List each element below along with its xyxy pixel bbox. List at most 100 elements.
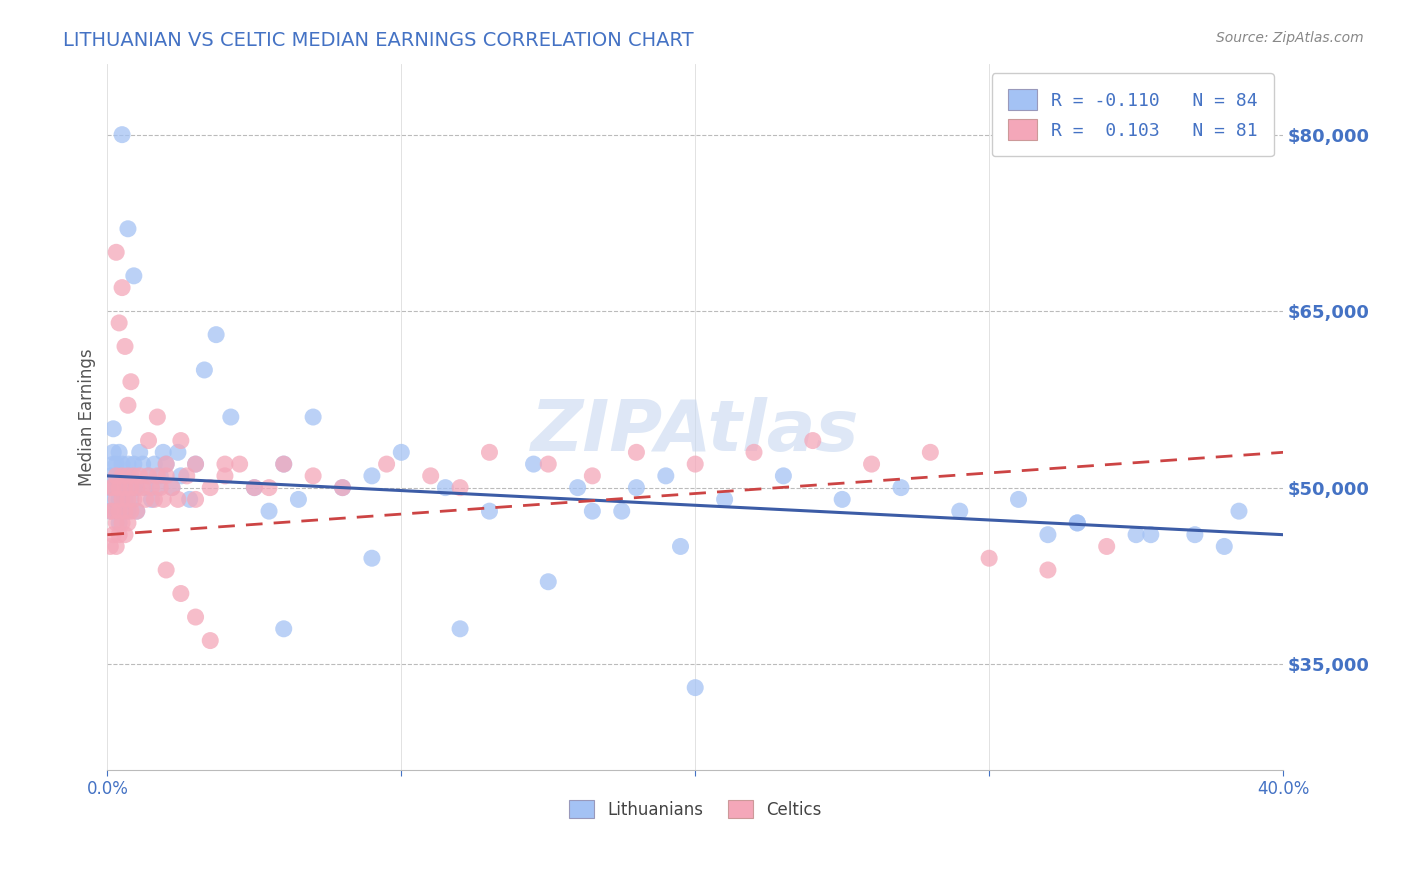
Legend: Lithuanians, Celtics: Lithuanians, Celtics bbox=[562, 793, 828, 825]
Point bbox=[105, 468, 128, 483]
Point bbox=[108, 492, 131, 507]
Point bbox=[98, 468, 121, 483]
Point bbox=[920, 445, 942, 459]
Point bbox=[167, 445, 190, 459]
Point bbox=[103, 481, 125, 495]
Point bbox=[105, 492, 128, 507]
Point bbox=[120, 481, 142, 495]
Point bbox=[1125, 527, 1147, 541]
Point bbox=[537, 457, 560, 471]
Point bbox=[1095, 540, 1118, 554]
Point bbox=[155, 468, 177, 483]
Point bbox=[184, 457, 207, 471]
Point bbox=[111, 468, 134, 483]
Point bbox=[146, 481, 169, 495]
Point bbox=[103, 422, 125, 436]
Point bbox=[683, 457, 706, 471]
Point bbox=[890, 481, 912, 495]
Point bbox=[128, 445, 150, 459]
Point bbox=[332, 481, 354, 495]
Point bbox=[122, 481, 145, 495]
Point bbox=[131, 457, 153, 471]
Point bbox=[135, 492, 157, 507]
Point bbox=[155, 457, 177, 471]
Point bbox=[176, 468, 198, 483]
Point bbox=[449, 481, 471, 495]
Point bbox=[581, 504, 603, 518]
Point bbox=[581, 468, 603, 483]
Point bbox=[117, 398, 139, 412]
Point bbox=[160, 481, 183, 495]
Point bbox=[108, 481, 131, 495]
Point bbox=[138, 468, 160, 483]
Point bbox=[243, 481, 266, 495]
Point bbox=[98, 540, 121, 554]
Point bbox=[302, 410, 325, 425]
Point bbox=[138, 468, 160, 483]
Point bbox=[125, 504, 148, 518]
Text: LITHUANIAN VS CELTIC MEDIAN EARNINGS CORRELATION CHART: LITHUANIAN VS CELTIC MEDIAN EARNINGS COR… bbox=[63, 31, 695, 50]
Point bbox=[801, 434, 824, 448]
Point bbox=[117, 221, 139, 235]
Point bbox=[375, 457, 398, 471]
Point bbox=[125, 481, 148, 495]
Point bbox=[683, 681, 706, 695]
Text: ZIPAtlas: ZIPAtlas bbox=[531, 397, 859, 466]
Point bbox=[128, 468, 150, 483]
Point bbox=[111, 516, 134, 530]
Point bbox=[160, 481, 183, 495]
Point bbox=[155, 457, 177, 471]
Point bbox=[155, 563, 177, 577]
Point bbox=[105, 516, 128, 530]
Point bbox=[98, 504, 121, 518]
Point bbox=[111, 280, 134, 294]
Point bbox=[120, 375, 142, 389]
Point bbox=[108, 516, 131, 530]
Point bbox=[184, 457, 207, 471]
Point bbox=[567, 481, 589, 495]
Point bbox=[478, 445, 501, 459]
Point bbox=[302, 468, 325, 483]
Point bbox=[125, 481, 148, 495]
Point bbox=[332, 481, 354, 495]
Point bbox=[713, 492, 735, 507]
Point bbox=[108, 316, 131, 330]
Point bbox=[1213, 540, 1236, 554]
Point bbox=[243, 481, 266, 495]
Point bbox=[979, 551, 1001, 566]
Point bbox=[114, 504, 136, 518]
Point bbox=[120, 504, 142, 518]
Point bbox=[449, 622, 471, 636]
Point bbox=[114, 527, 136, 541]
Point bbox=[117, 504, 139, 518]
Point bbox=[117, 492, 139, 507]
Point bbox=[170, 468, 193, 483]
Point bbox=[273, 457, 295, 471]
Point bbox=[98, 504, 121, 518]
Point bbox=[537, 574, 560, 589]
Point bbox=[170, 586, 193, 600]
Point bbox=[179, 492, 201, 507]
Point bbox=[103, 445, 125, 459]
Point bbox=[111, 128, 134, 142]
Point bbox=[626, 481, 648, 495]
Point bbox=[103, 527, 125, 541]
Point bbox=[152, 445, 174, 459]
Point bbox=[111, 457, 134, 471]
Point bbox=[111, 492, 134, 507]
Text: Source: ZipAtlas.com: Source: ZipAtlas.com bbox=[1216, 31, 1364, 45]
Point bbox=[105, 468, 128, 483]
Point bbox=[184, 492, 207, 507]
Point bbox=[141, 481, 163, 495]
Point bbox=[200, 481, 222, 495]
Point bbox=[98, 481, 121, 495]
Point bbox=[522, 457, 544, 471]
Point bbox=[170, 434, 193, 448]
Point bbox=[105, 457, 128, 471]
Point bbox=[419, 468, 441, 483]
Point bbox=[103, 492, 125, 507]
Point bbox=[149, 481, 172, 495]
Point bbox=[669, 540, 692, 554]
Point bbox=[122, 492, 145, 507]
Point bbox=[103, 504, 125, 518]
